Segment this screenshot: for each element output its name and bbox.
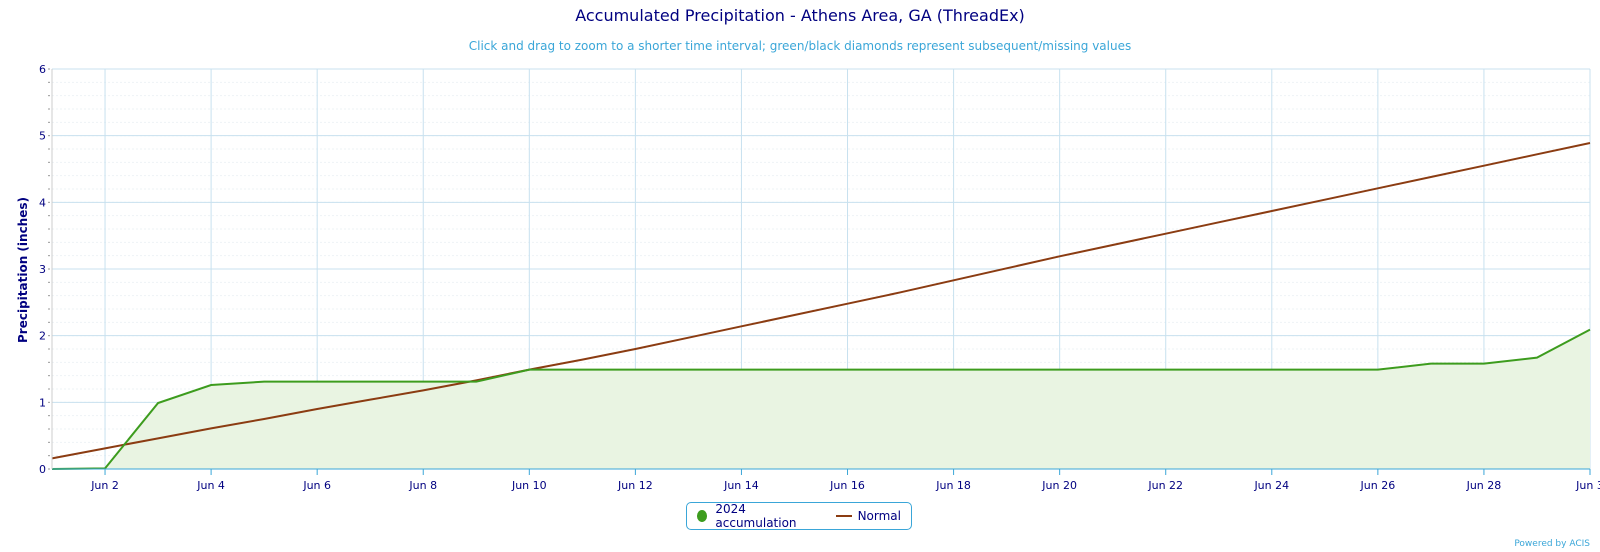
x-tick-label: Jun 8 <box>408 479 437 492</box>
x-tick-label: Jun 6 <box>302 479 331 492</box>
legend-item-accumulation[interactable]: 2024 accumulation <box>697 502 816 530</box>
x-tick-label: Jun 14 <box>723 479 759 492</box>
x-tick-label: Jun 12 <box>617 479 653 492</box>
legend-label-accumulation: 2024 accumulation <box>715 502 797 530</box>
circle-icon <box>697 510 708 522</box>
x-tick-labels: Jun 2 Jun 4 Jun 6 Jun 8 Jun 10 Jun 12 Jun 14 Ju… <box>90 479 1600 492</box>
y-tick-label: 6 <box>39 63 46 76</box>
x-tick-label: Jun 20 <box>1041 479 1077 492</box>
x-tick-label: Jun 16 <box>829 479 865 492</box>
line-icon <box>835 515 852 517</box>
accumulation-area <box>52 329 1590 469</box>
x-tick-label: Jun 28 <box>1466 479 1502 492</box>
series-lines <box>51 142 1591 470</box>
x-tick-label: Jun 10 <box>511 479 547 492</box>
y-tick-label: 1 <box>39 396 46 409</box>
x-tick-label: Jun 26 <box>1360 479 1396 492</box>
normal-series-line <box>51 142 1591 460</box>
x-tick-label: Jun 2 <box>90 479 119 492</box>
chart-legend: 2024 accumulation Normal <box>686 502 912 530</box>
y-tick-label: 3 <box>39 263 46 276</box>
axes <box>51 69 1591 475</box>
legend-label-normal: Normal <box>857 509 901 523</box>
x-tick-label: Jun 22 <box>1147 479 1183 492</box>
y-tick-labels: 0 1 2 3 4 5 6 <box>39 63 46 476</box>
accumulation-series-line <box>51 328 1591 470</box>
y-axis-label: Precipitation (inches) <box>16 197 30 343</box>
x-tick-label: Jun 3 <box>1575 479 1600 492</box>
y-tick-label: 0 <box>39 463 46 476</box>
x-tick-label: Jun 24 <box>1253 479 1289 492</box>
x-tick-label: Jun 4 <box>196 479 225 492</box>
y-tick-label: 5 <box>39 130 46 143</box>
y-tick-label: 2 <box>39 330 46 343</box>
accumulation-area-fill <box>52 329 1590 469</box>
legend-item-normal[interactable]: Normal <box>835 509 901 523</box>
chart-title: Accumulated Precipitation - Athens Area,… <box>575 6 1025 25</box>
powered-by-link[interactable]: Powered by ACIS <box>1514 539 1590 549</box>
x-tick-label: Jun 18 <box>935 479 971 492</box>
y-tick-label: 4 <box>39 196 46 209</box>
chart-subtitle: Click and drag to zoom to a shorter time… <box>468 39 1132 53</box>
